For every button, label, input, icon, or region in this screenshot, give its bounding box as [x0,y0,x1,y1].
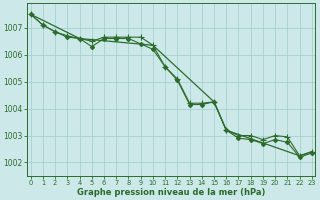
X-axis label: Graphe pression niveau de la mer (hPa): Graphe pression niveau de la mer (hPa) [77,188,266,197]
